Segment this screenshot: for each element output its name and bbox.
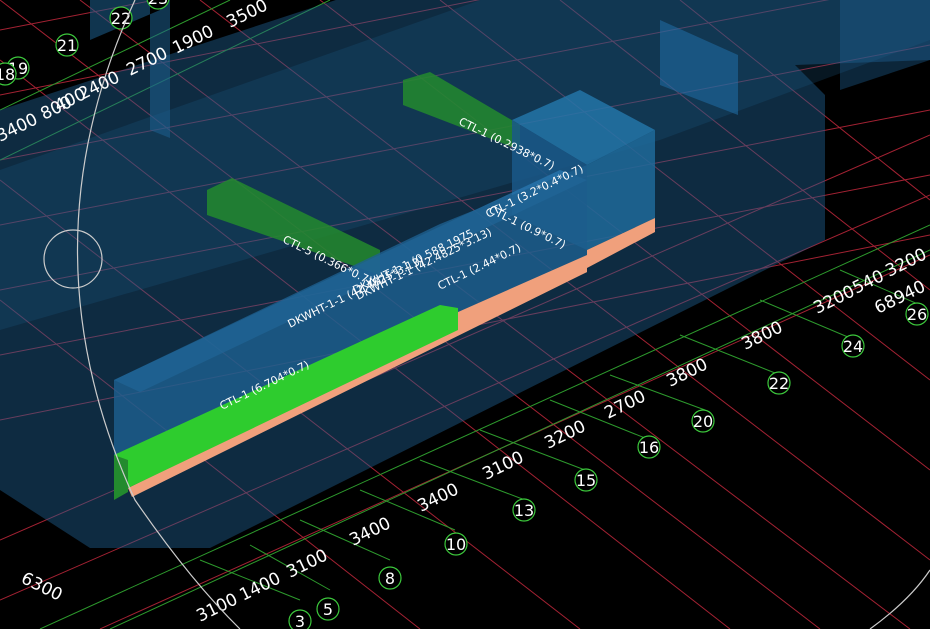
svg-text:22: 22: [769, 374, 789, 393]
axis-bubble-3[interactable]: 3: [288, 609, 312, 629]
wall-upper-right-b[interactable]: [720, 0, 930, 90]
axis-bubble-22-top[interactable]: 22: [109, 6, 133, 30]
long-wall-front[interactable]: [114, 224, 440, 470]
green-beam-middle[interactable]: [207, 178, 380, 275]
axis-bubble-5[interactable]: 5: [316, 597, 340, 621]
svg-text:20: 20: [693, 412, 713, 431]
pile-cap-pad-upper: [587, 218, 655, 268]
orbit-arc-right: [869, 569, 930, 629]
axis-bubble-21[interactable]: 21: [55, 33, 79, 57]
long-wall-front-b[interactable]: [440, 165, 587, 320]
svg-text:18: 18: [0, 65, 15, 84]
column-upper-left[interactable]: [90, 0, 170, 138]
crosshair-circle-icon: [43, 229, 103, 289]
green-beam-top[interactable]: [403, 72, 520, 150]
svg-text:16: 16: [639, 438, 659, 457]
svg-text:5: 5: [323, 600, 333, 619]
axis-bubble-10[interactable]: 10: [444, 532, 468, 556]
pile-cap-upper-top[interactable]: [512, 90, 655, 165]
svg-text:8: 8: [385, 569, 395, 588]
axis-bubble-13[interactable]: 13: [512, 498, 536, 522]
axis-bubble-24[interactable]: 24: [841, 334, 865, 358]
axis-bubble-16[interactable]: 16: [637, 435, 661, 459]
axis-bubble-26[interactable]: 26: [905, 302, 929, 326]
svg-text:26: 26: [907, 305, 927, 324]
pile-cap-upper-front[interactable]: [587, 130, 655, 250]
wall-upper-right[interactable]: [660, 20, 738, 115]
svg-text:24: 24: [843, 337, 863, 356]
axis-bubble-8[interactable]: 8: [378, 566, 402, 590]
axis-bubble-23[interactable]: 23: [146, 0, 170, 10]
green-beam-bright[interactable]: [114, 305, 458, 488]
svg-text:13: 13: [514, 501, 534, 520]
svg-text:22: 22: [111, 9, 131, 28]
svg-text:23: 23: [148, 0, 168, 8]
svg-text:10: 10: [446, 535, 466, 554]
svg-text:21: 21: [57, 36, 77, 55]
axis-bubble-18[interactable]: 18: [0, 62, 17, 86]
salmon-pad-mid: [440, 255, 587, 332]
svg-text:15: 15: [576, 471, 596, 490]
orbit-arc: [76, 0, 241, 629]
axis-bubble-20[interactable]: 20: [691, 409, 715, 433]
green-beam-bright-end: [114, 455, 128, 500]
axis-bubble-22[interactable]: 22: [767, 371, 791, 395]
svg-text:3: 3: [295, 612, 305, 629]
axis-bubble-15[interactable]: 15: [574, 468, 598, 492]
